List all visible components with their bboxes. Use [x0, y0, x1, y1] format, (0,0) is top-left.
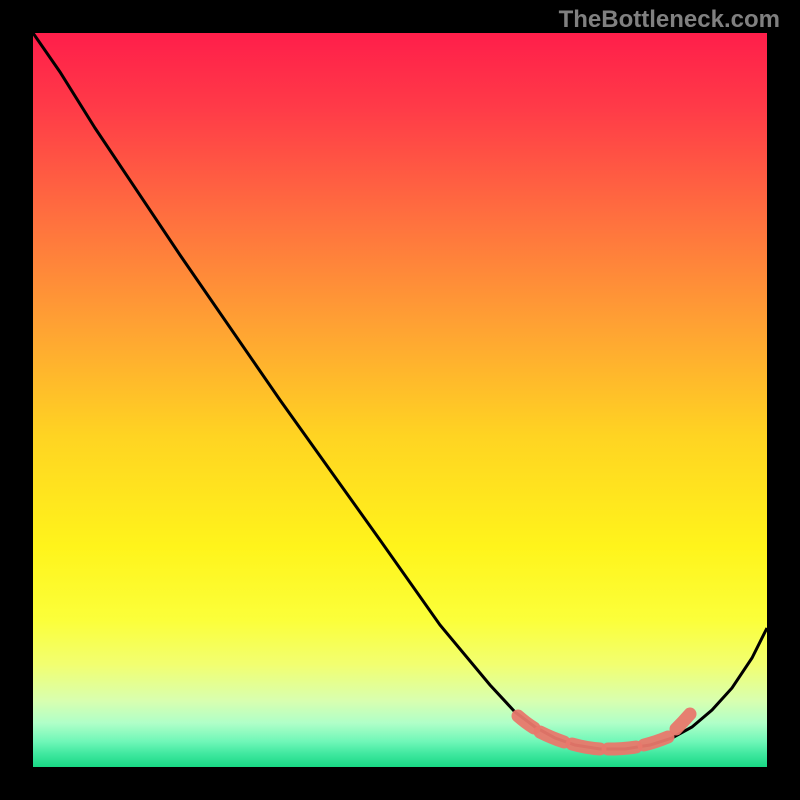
- optimal-zone-segment: [608, 747, 636, 749]
- chart-frame: TheBottleneck.com: [0, 0, 800, 800]
- plot-background: [33, 33, 767, 767]
- watermark-label: TheBottleneck.com: [559, 6, 780, 34]
- optimal-zone-segment: [644, 737, 668, 745]
- chart-svg: [0, 0, 800, 800]
- optimal-zone-segment: [572, 744, 600, 749]
